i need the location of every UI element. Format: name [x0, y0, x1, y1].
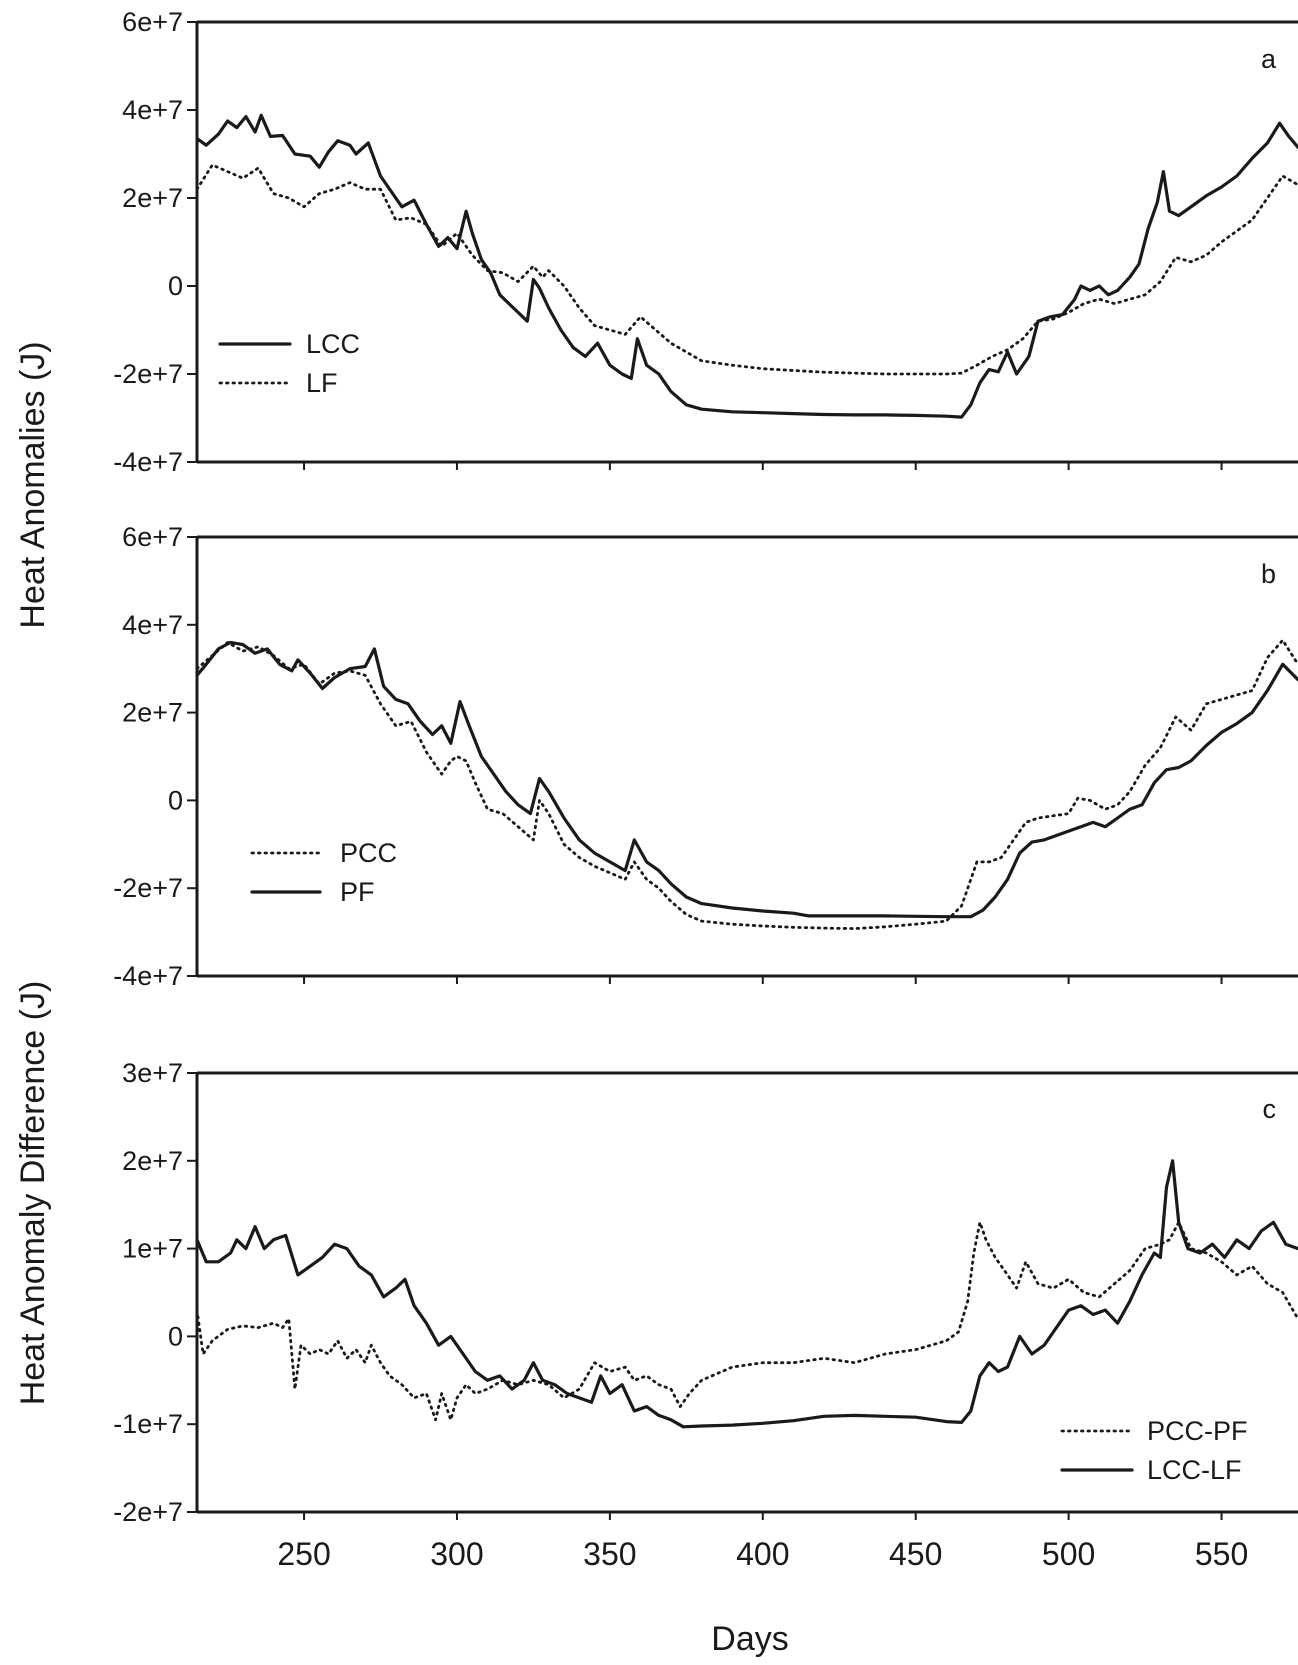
series-line-pcc: [197, 638, 1298, 930]
y-tick-label: 6e+7: [122, 522, 183, 552]
legend: LCC LF: [218, 329, 360, 398]
panel-c: 3e+7 2e+7 1e+7 0 -1e+7 -2e+7 c PCC-PF LCC-LF: [113, 1058, 1298, 1527]
x-axis-title: Days: [711, 1620, 788, 1658]
y-tick-label: 2e+7: [122, 1146, 183, 1176]
y-tick-label: 4e+7: [122, 95, 183, 125]
series-line-lf: [197, 163, 1298, 376]
y-tick-label: 6e+7: [122, 7, 183, 37]
y-tick-label: -2e+7: [113, 873, 183, 903]
y-tick-label: -2e+7: [113, 1497, 183, 1527]
y-tick-label: 3e+7: [122, 1058, 183, 1088]
panel-letter: c: [1263, 1094, 1277, 1124]
y-tick-label: 1e+7: [122, 1234, 183, 1264]
y-tick-label: 0: [168, 271, 183, 301]
panel-a: 6e+7 4e+7 2e+7 0 -2e+7 -4e+7 a LCC LF: [113, 7, 1298, 477]
series-line-pf: [197, 640, 1298, 919]
y-tick-label: 2e+7: [122, 698, 183, 728]
panel-letter: b: [1261, 559, 1276, 589]
x-tick-label: 550: [1195, 1536, 1248, 1572]
y-tick-label: -4e+7: [113, 447, 183, 477]
y-axis-title-bottom: Heat Anomaly Difference (J): [14, 981, 52, 1406]
y-tick-label: 4e+7: [122, 610, 183, 640]
x-tick-label: 250: [277, 1536, 330, 1572]
y-tick-label: 0: [168, 785, 183, 815]
y-tick-label: 2e+7: [122, 183, 183, 213]
x-tick-label: 400: [736, 1536, 789, 1572]
x-axis-ticks: 250 300 350 400 450 500 550: [277, 1536, 1248, 1572]
legend: PCC PF: [250, 838, 397, 907]
legend: PCC-PF LCC-LF: [1060, 1416, 1248, 1485]
x-tick-label: 500: [1042, 1536, 1095, 1572]
y-tick-label: -4e+7: [113, 961, 183, 991]
legend-label-lcc: LCC: [306, 329, 360, 359]
x-tick-label: 350: [583, 1536, 636, 1572]
panel-letter: a: [1261, 44, 1277, 74]
legend-label-pcc: PCC: [340, 838, 397, 868]
x-tick-label: 300: [430, 1536, 483, 1572]
legend-label-pcc-pf: PCC-PF: [1147, 1416, 1248, 1446]
y-axis-title-top: Heat Anomalies (J): [14, 341, 52, 628]
series-line-lcc-lf: [197, 1159, 1298, 1429]
panel-b: 6e+7 4e+7 2e+7 0 -2e+7 -4e+7 b PCC PF: [113, 522, 1298, 991]
series-line-pcc-pf: [197, 1220, 1298, 1422]
y-tick-label: 0: [168, 1321, 183, 1351]
x-tick-label: 450: [889, 1536, 942, 1572]
y-tick-label: -1e+7: [113, 1409, 183, 1439]
series-line-lcc: [197, 113, 1298, 419]
legend-label-pf: PF: [340, 877, 375, 907]
legend-label-lcc-lf: LCC-LF: [1147, 1455, 1242, 1485]
legend-label-lf: LF: [306, 368, 338, 398]
y-tick-label: -2e+7: [113, 359, 183, 389]
